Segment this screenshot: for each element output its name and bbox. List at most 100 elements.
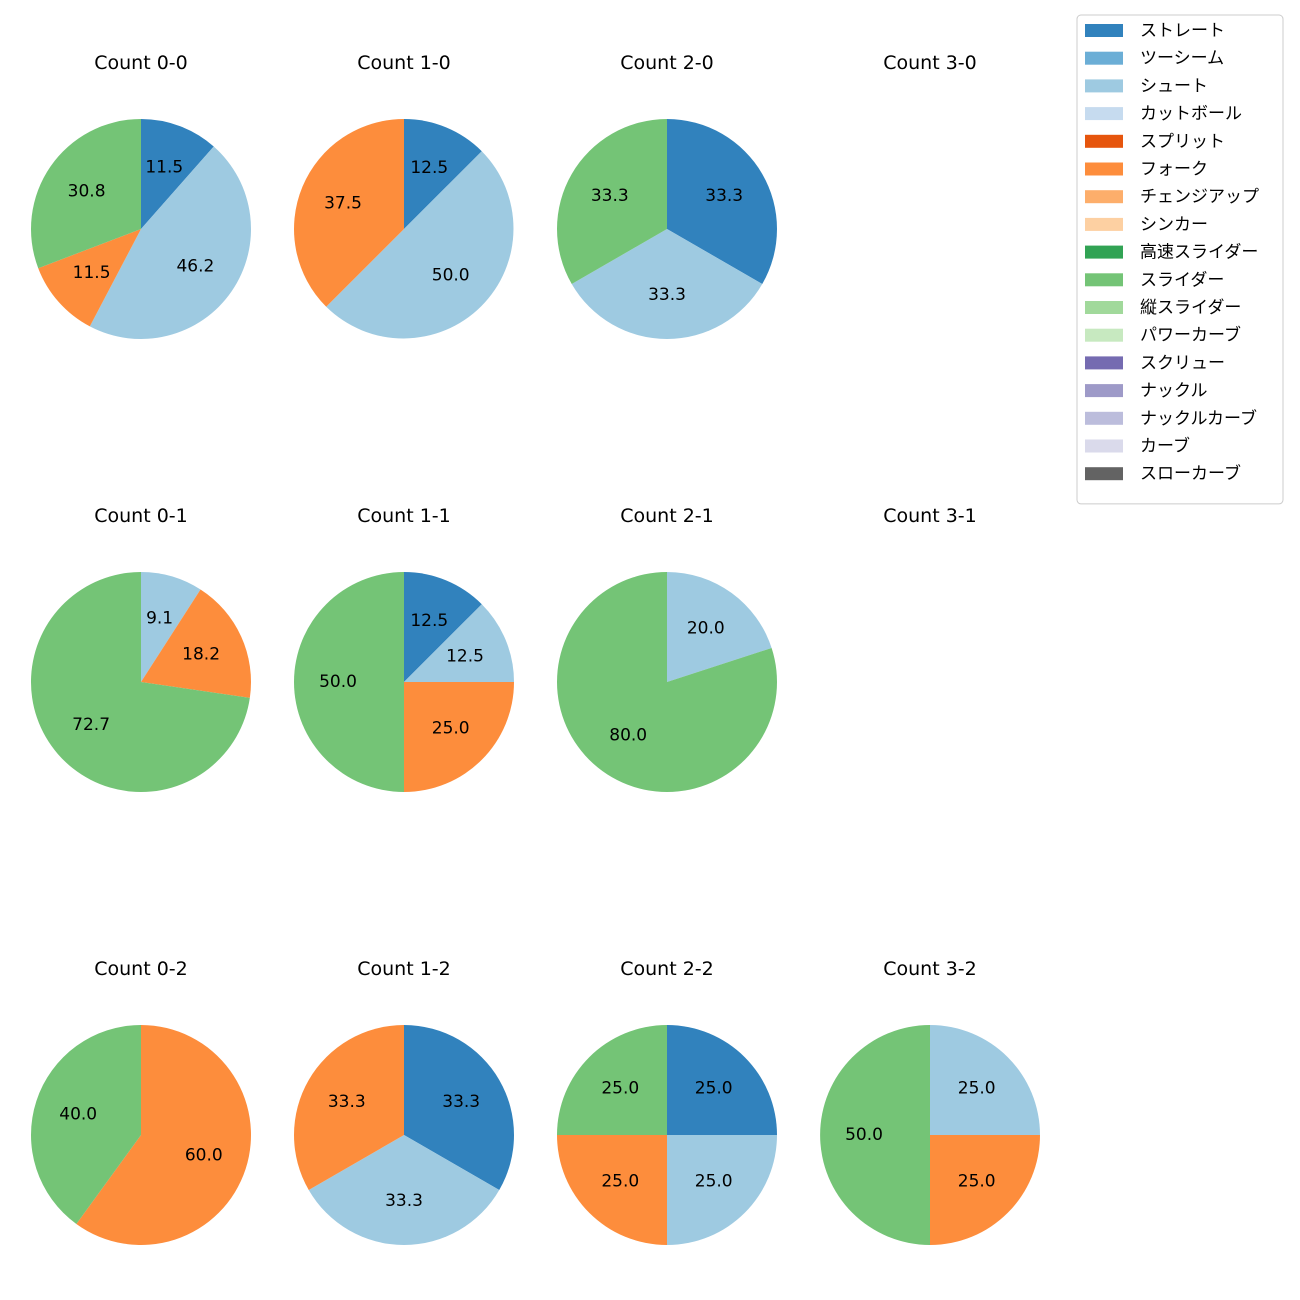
- legend-swatch: [1085, 273, 1123, 287]
- legend-label: ストレート: [1140, 21, 1225, 41]
- pie-slice: [30, 572, 250, 792]
- slice-value-label: 33.3: [385, 1191, 423, 1211]
- pie-slice: [667, 1025, 777, 1135]
- pie-panels: Count 0-0 11.5 46.2 11.5 30.8 Count 1-0 12.5 50…: [30, 52, 1040, 1246]
- pie-slice: [557, 119, 667, 284]
- pie-panel: Count 3-0: [883, 52, 977, 74]
- slice-value-label: 72.7: [72, 715, 110, 735]
- slice-value-label: 40.0: [59, 1105, 97, 1125]
- slice-value-label: 30.8: [68, 182, 106, 202]
- pie-title: Count 0-1: [94, 505, 188, 527]
- pie-title: Count 0-0: [94, 52, 188, 74]
- legend-swatch: [1085, 24, 1123, 37]
- legend-label: スライダー: [1140, 270, 1224, 290]
- legend-label: ツーシーム: [1140, 49, 1224, 69]
- slice-value-label: 25.0: [958, 1172, 996, 1192]
- slice-value-label: 25.0: [695, 1172, 733, 1192]
- pie-slice: [308, 1135, 500, 1245]
- legend-item: ストレート: [1085, 21, 1225, 41]
- slice-value-label: 12.5: [446, 647, 484, 667]
- pie-slice: [404, 682, 514, 792]
- pie-slice: [667, 119, 777, 284]
- pie-panel: Count 2-0 33.3 33.3 33.3: [557, 52, 777, 339]
- legend-label: チェンジアップ: [1140, 187, 1259, 207]
- pie-slice: [820, 1025, 930, 1245]
- legend-label: ナックルカーブ: [1140, 408, 1257, 429]
- pie-title: Count 2-2: [620, 958, 714, 980]
- legend-item: ツーシーム: [1085, 49, 1224, 69]
- legend-swatch: [1085, 384, 1123, 398]
- legend-swatch: [1085, 301, 1123, 314]
- legend-swatch: [1085, 356, 1123, 370]
- pie-panel: Count 1-2 33.3 33.3 33.3: [294, 958, 514, 1245]
- legend-label: ナックル: [1140, 381, 1208, 401]
- slice-value-label: 9.1: [146, 609, 173, 629]
- legend-label: カットボール: [1140, 104, 1242, 124]
- pie-title: Count 1-0: [357, 52, 451, 74]
- pie-slice: [557, 572, 778, 792]
- pie-slice: [930, 1135, 1040, 1245]
- pie-panel: Count 1-1 12.5 12.5 25.0 50.0: [294, 505, 514, 792]
- slice-value-label: 60.0: [185, 1145, 223, 1165]
- pie-slice: [141, 119, 214, 229]
- slice-value-label: 25.0: [601, 1078, 639, 1098]
- pie-slice: [38, 229, 141, 327]
- pie-title: Count 1-1: [357, 505, 451, 527]
- legend-swatch: [1085, 190, 1123, 204]
- legend-swatch: [1085, 328, 1123, 342]
- slice-value-label: 25.0: [958, 1078, 996, 1098]
- slice-value-label: 33.3: [591, 186, 629, 206]
- slice-value-label: 33.3: [442, 1092, 480, 1112]
- legend-label: カーブ: [1140, 436, 1190, 457]
- slice-value-label: 50.0: [319, 672, 357, 692]
- legend-item: スライダー: [1085, 270, 1224, 290]
- pie-panel: Count 2-1 20.0 80.0: [557, 505, 778, 792]
- pie-slice: [667, 572, 772, 682]
- pie-slice: [30, 1025, 141, 1224]
- legend-item: スプリット: [1085, 132, 1225, 152]
- legend-frame: [1076, 14, 1284, 505]
- pie-panel: Count 3-2 25.0 25.0 50.0: [820, 958, 1040, 1245]
- legend-swatch: [1085, 79, 1123, 93]
- legend-label: シンカー: [1140, 215, 1208, 235]
- legend-swatch: [1085, 467, 1123, 481]
- legend: ストレートツーシームシュートカットボールスプリットフォークチェンジアップシンカー…: [1076, 14, 1284, 505]
- pie-title: Count 3-0: [883, 52, 977, 74]
- legend-item: スローカーブ: [1085, 463, 1241, 484]
- legend-swatch: [1085, 439, 1123, 453]
- pie-slice: [294, 119, 404, 307]
- slice-value-label: 50.0: [845, 1125, 883, 1145]
- pie-slice: [326, 151, 514, 339]
- pie-slice: [404, 1025, 514, 1190]
- pie-title: Count 1-2: [357, 958, 451, 980]
- slice-value-label: 11.5: [73, 263, 111, 283]
- pie-slice: [294, 572, 404, 792]
- legend-swatch: [1085, 162, 1123, 176]
- legend-label: 高速スライダー: [1140, 243, 1258, 263]
- legend-item: カーブ: [1085, 436, 1190, 457]
- pie-title: Count 2-0: [620, 52, 714, 74]
- slice-value-label: 33.3: [648, 285, 686, 305]
- legend-label: スクリュー: [1140, 353, 1225, 373]
- legend-label: スプリット: [1140, 132, 1225, 152]
- legend-item: ナックルカーブ: [1085, 408, 1257, 429]
- pie-panel: Count 1-0 12.5 50.0 37.5: [294, 52, 514, 339]
- slice-value-label: 46.2: [176, 256, 214, 276]
- legend-item: チェンジアップ: [1085, 187, 1259, 207]
- legend-item: フォーク: [1085, 160, 1208, 180]
- pie-slice: [294, 1025, 404, 1190]
- pie-slice: [557, 1025, 667, 1135]
- pie-slice: [89, 146, 252, 340]
- slice-value-label: 20.0: [687, 619, 725, 639]
- legend-label: スローカーブ: [1140, 463, 1241, 484]
- legend-label: 縦スライダー: [1140, 298, 1241, 318]
- legend-item: 縦スライダー: [1085, 298, 1241, 318]
- legend-swatch: [1085, 134, 1123, 148]
- slice-value-label: 37.5: [324, 194, 362, 214]
- slice-value-label: 25.0: [432, 719, 470, 739]
- slice-value-label: 25.0: [601, 1172, 639, 1192]
- pie-slice: [404, 604, 514, 682]
- legend-label: パワーカーブ: [1140, 325, 1241, 346]
- pie-slice: [571, 229, 763, 339]
- legend-item: カットボール: [1085, 104, 1242, 124]
